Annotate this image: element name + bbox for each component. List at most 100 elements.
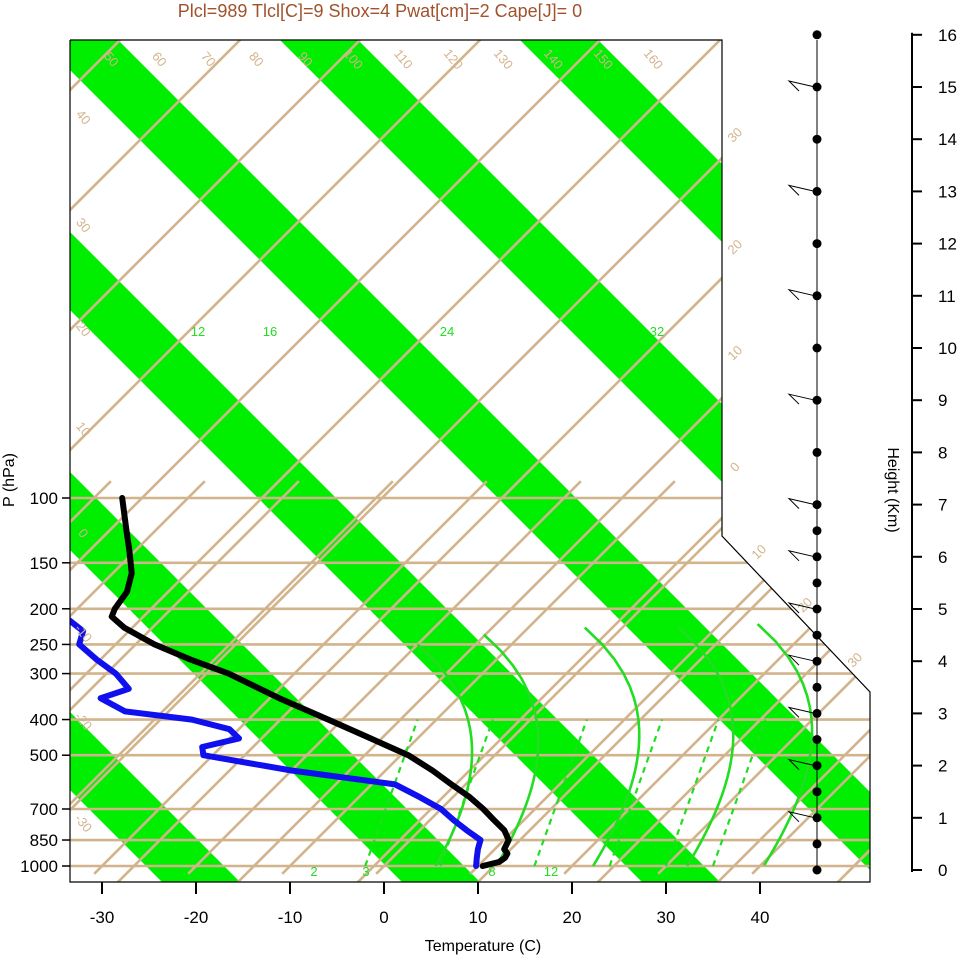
- mixing-ratio-line: [711, 719, 767, 867]
- mixing-ratio-label: 12: [191, 324, 205, 339]
- wind-level-dot: [812, 787, 822, 797]
- height-tick-label: 11: [938, 287, 956, 306]
- isotherm-line: [70, 480, 300, 875]
- height-tick-label: 16: [938, 26, 957, 45]
- wind-level-dot: [812, 30, 822, 40]
- x-axis-label: Temperature (C): [425, 938, 541, 955]
- moist-adiabat-line: [416, 643, 474, 867]
- isotherm-label-top: 120: [441, 46, 466, 72]
- dry-adiabat-line: [70, 40, 281, 882]
- wind-barb: [787, 80, 816, 92]
- dry-adiabat-line: [479, 40, 870, 882]
- pressure-tick-label: 300: [30, 665, 58, 684]
- height-tick-label: 14: [938, 130, 957, 149]
- isotherm-line: [563, 480, 870, 875]
- height-tick-label: 10: [938, 339, 957, 358]
- wind-level-dot: [812, 500, 822, 510]
- wind-barb: [787, 288, 816, 301]
- wind-barb: [787, 497, 816, 509]
- wind-level-dot: [812, 578, 822, 588]
- wind-level-dot: [812, 291, 822, 301]
- wind-barb: [787, 654, 816, 666]
- wind-level-dot: [812, 708, 822, 718]
- x-tick-label: -30: [90, 908, 115, 927]
- height-tick-label: 6: [938, 548, 947, 567]
- mixing-ratio-label: 32: [650, 324, 664, 339]
- isotherm-label-top: 70: [198, 49, 219, 70]
- x-tick-label: 40: [751, 908, 770, 927]
- wind-level-dot: [812, 186, 822, 196]
- pressure-tick-label: 1000: [20, 857, 58, 876]
- sounding-series: [70, 495, 512, 869]
- x-tick-label: 30: [657, 908, 676, 927]
- mixing-ratio-label-bottom: 3: [362, 864, 369, 879]
- temperature-line: [108, 495, 512, 869]
- isotherm-label-left: -30: [72, 811, 96, 835]
- height-tick-label: 9: [938, 391, 947, 410]
- height-tick-label: 0: [938, 861, 947, 880]
- isotherm-label-top: 80: [246, 49, 267, 70]
- isotherm-line: [70, 480, 206, 875]
- moist-adiabat-line: [583, 626, 641, 867]
- wind-level-dot: [812, 395, 822, 405]
- height-tick-label: 13: [938, 182, 957, 201]
- height-tick-label: 4: [938, 652, 947, 671]
- dewpoint-line: [70, 495, 484, 869]
- wind-barb: [787, 706, 816, 718]
- pressure-tick-label: 850: [30, 831, 58, 850]
- dry-adiabat-line: [70, 40, 870, 882]
- isotherm-label-top: 160: [641, 46, 666, 72]
- pressure-axis: 100 150 200 250 300 400 500 700 850 1000: [20, 489, 70, 876]
- dry-adiabat-line: [599, 40, 870, 882]
- pressure-tick-label: 250: [30, 635, 58, 654]
- height-tick-label: 7: [938, 496, 947, 515]
- wind-level-dot: [812, 343, 822, 353]
- dry-adiabat-line: [70, 40, 401, 882]
- dry-adiabat-line: [70, 40, 761, 882]
- y-axis-label: P (hPa): [1, 453, 18, 507]
- isotherm-line: [0, 481, 17, 874]
- mixing-ratio-line: [608, 719, 664, 867]
- isotherm-label-left: 40: [73, 107, 94, 128]
- mixing-ratio-labels: 12 16 24 32 2 3 8 12: [191, 324, 664, 879]
- isotherm-line: [93, 480, 488, 875]
- wind-barb: [787, 602, 816, 614]
- mixing-ratio-line: [364, 719, 419, 867]
- plot-frame: [69, 39, 871, 883]
- wind-level-dot: [812, 552, 822, 562]
- x-tick-label: 0: [379, 908, 388, 927]
- x-tick-label: -10: [278, 908, 303, 927]
- height-tick-label: 15: [938, 78, 957, 97]
- pressure-tick-label: 400: [30, 711, 58, 730]
- wind-level-dot: [812, 630, 822, 640]
- x-tick-label: 10: [469, 908, 488, 927]
- height-tick-label: 1: [938, 809, 947, 828]
- wind-barb: [787, 758, 816, 770]
- wind-level-dot: [812, 82, 822, 92]
- pressure-tick-label: 500: [30, 746, 58, 765]
- dry-adiabat-line: [70, 40, 521, 882]
- wind-barb: [787, 184, 816, 196]
- height-tick-label: 5: [938, 600, 947, 619]
- dry-adiabat-line: [119, 40, 870, 882]
- wind-level-dot: [812, 865, 822, 875]
- wind-level-dot: [812, 239, 822, 249]
- mixing-ratio-label: 24: [440, 324, 454, 339]
- moist-adiabat-line: [677, 626, 735, 867]
- height-tick-label: 2: [938, 757, 947, 776]
- wind-level-dot: [812, 813, 822, 823]
- chart-title: Plcl=989 Tlcl[C]=9 Shox=4 Pwat[cm]=2 Cap…: [178, 1, 582, 21]
- wind-barb: [787, 393, 816, 405]
- x-tick-label: 20: [563, 908, 582, 927]
- wind-level-dot: [812, 735, 822, 744]
- pressure-tick-label: 150: [30, 554, 58, 573]
- isotherm-label-right: 30: [724, 124, 745, 145]
- mixing-ratio-label: 16: [263, 324, 277, 339]
- pressure-tick-label: 200: [30, 600, 58, 619]
- height-axis-label: Height (Km): [884, 447, 901, 532]
- wind-level-dot: [812, 656, 822, 666]
- adiabat-band: [70, 40, 358, 882]
- wind-level-dot: [812, 761, 822, 771]
- wind-barb: [787, 810, 816, 823]
